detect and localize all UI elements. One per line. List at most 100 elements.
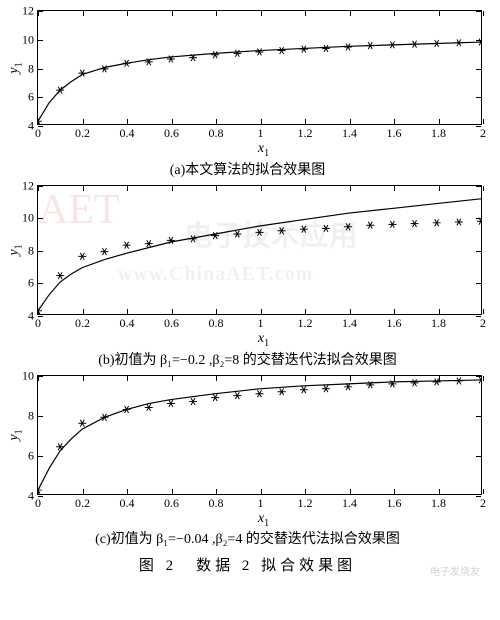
data-point xyxy=(78,253,86,260)
y-tick-label: 10 xyxy=(22,32,34,47)
y-axis-label: y1 xyxy=(7,244,25,255)
x-tick xyxy=(483,376,484,381)
data-point xyxy=(433,378,441,385)
data-point xyxy=(455,218,463,225)
x-tick-label: 1.4 xyxy=(342,316,357,331)
data-point xyxy=(100,248,108,255)
x-tick-label: 0.8 xyxy=(209,316,224,331)
data-point xyxy=(455,377,463,384)
data-point xyxy=(211,394,219,401)
data-point xyxy=(344,44,352,51)
x-tick xyxy=(483,11,484,16)
data-point xyxy=(477,39,481,46)
y-tick-label: 4 xyxy=(28,119,34,134)
x-tick-label: 1.2 xyxy=(298,496,313,511)
y-tick-label: 12 xyxy=(22,4,34,19)
data-point xyxy=(300,386,308,393)
plot-area: y14681000.20.40.60.811.21.41.61.82 xyxy=(37,375,482,495)
x-tick-label: 1.6 xyxy=(387,496,402,511)
data-point xyxy=(300,46,308,53)
data-point xyxy=(123,60,131,67)
y-tick-label: 8 xyxy=(28,408,34,423)
data-point xyxy=(322,45,330,52)
y-tick-label: 6 xyxy=(28,90,34,105)
data-point xyxy=(344,223,352,230)
data-point xyxy=(278,227,286,234)
y-tick-label: 8 xyxy=(28,61,34,76)
data-point xyxy=(366,42,374,49)
data-point xyxy=(411,379,419,386)
x-tick-label: 1.4 xyxy=(342,126,357,141)
data-point xyxy=(145,404,153,411)
panel-caption: (a)本文算法的拟合效果图 xyxy=(5,159,490,179)
data-point xyxy=(411,220,419,227)
data-point xyxy=(477,376,481,383)
y-tick-label: 4 xyxy=(28,308,34,323)
data-point xyxy=(322,385,330,392)
data-point xyxy=(167,400,175,407)
fit-curve xyxy=(38,199,481,311)
plot-svg xyxy=(38,186,481,314)
data-point xyxy=(56,443,64,450)
x-tick-label: 1 xyxy=(258,496,264,511)
plot-area: y1468101200.20.40.60.811.21.41.61.82AET电… xyxy=(37,185,482,315)
x-tick-label: 0.8 xyxy=(209,126,224,141)
chart-panel: y1468101200.20.40.60.811.21.41.61.82AET电… xyxy=(5,185,490,369)
data-point xyxy=(388,221,396,228)
y-tick-label: 12 xyxy=(22,178,34,193)
data-point xyxy=(455,39,463,46)
x-tick-label: 0.2 xyxy=(75,316,90,331)
data-point xyxy=(38,118,42,124)
x-tick-label: 1.2 xyxy=(298,316,313,331)
y-axis-label: y1 xyxy=(7,429,25,440)
data-point xyxy=(256,390,264,397)
y-tick-label: 6 xyxy=(28,448,34,463)
x-tick-label: 0.2 xyxy=(75,496,90,511)
data-point xyxy=(100,413,108,420)
figure-caption: 图 2 数据 2 拟合效果图 xyxy=(5,554,490,575)
panel-caption: (c)初值为 β₁=−0.04 ,β₂=4 的交替迭代法拟合效果图 xyxy=(5,528,490,548)
x-tick-label: 2 xyxy=(480,496,486,511)
x-tick xyxy=(483,119,484,124)
x-axis-label: x1 xyxy=(37,331,490,349)
data-point xyxy=(366,222,374,229)
data-point xyxy=(388,42,396,49)
x-tick xyxy=(483,186,484,191)
fit-curve xyxy=(38,42,481,121)
x-tick-label: 1.4 xyxy=(342,496,357,511)
x-tick xyxy=(483,309,484,314)
x-tick-label: 0 xyxy=(35,126,41,141)
data-point xyxy=(233,50,241,57)
data-point xyxy=(189,235,197,242)
y-tick-label: 8 xyxy=(28,243,34,258)
data-point xyxy=(233,230,241,237)
y-axis-label: y1 xyxy=(7,62,25,73)
x-tick-label: 0.2 xyxy=(75,126,90,141)
data-point xyxy=(211,51,219,58)
y-tick-label: 10 xyxy=(22,211,34,226)
x-tick-label: 0.6 xyxy=(164,126,179,141)
data-point xyxy=(256,229,264,236)
x-tick-label: 1.8 xyxy=(431,126,446,141)
data-point xyxy=(56,272,64,279)
data-point xyxy=(433,219,441,226)
y-tick-label: 10 xyxy=(22,368,34,383)
x-tick-label: 0.4 xyxy=(120,496,135,511)
data-point xyxy=(433,40,441,47)
data-point xyxy=(278,47,286,54)
chart-panel: y14681000.20.40.60.811.21.41.61.82 x1(c)初… xyxy=(5,375,490,549)
x-axis-label: x1 xyxy=(37,511,490,529)
data-point xyxy=(322,225,330,232)
data-point xyxy=(233,392,241,399)
watermark: 电子发烧友 xyxy=(430,563,480,578)
data-point xyxy=(78,419,86,426)
data-point xyxy=(256,49,264,56)
data-point xyxy=(278,388,286,395)
x-tick-label: 1.8 xyxy=(431,316,446,331)
figure: y1468101200.20.40.60.811.21.41.61.82x1(a… xyxy=(5,10,490,575)
data-point xyxy=(145,240,153,247)
x-tick-label: 0.6 xyxy=(164,316,179,331)
data-point xyxy=(411,41,419,48)
x-tick-label: 0.8 xyxy=(209,496,224,511)
y-tick-label: 6 xyxy=(28,276,34,291)
